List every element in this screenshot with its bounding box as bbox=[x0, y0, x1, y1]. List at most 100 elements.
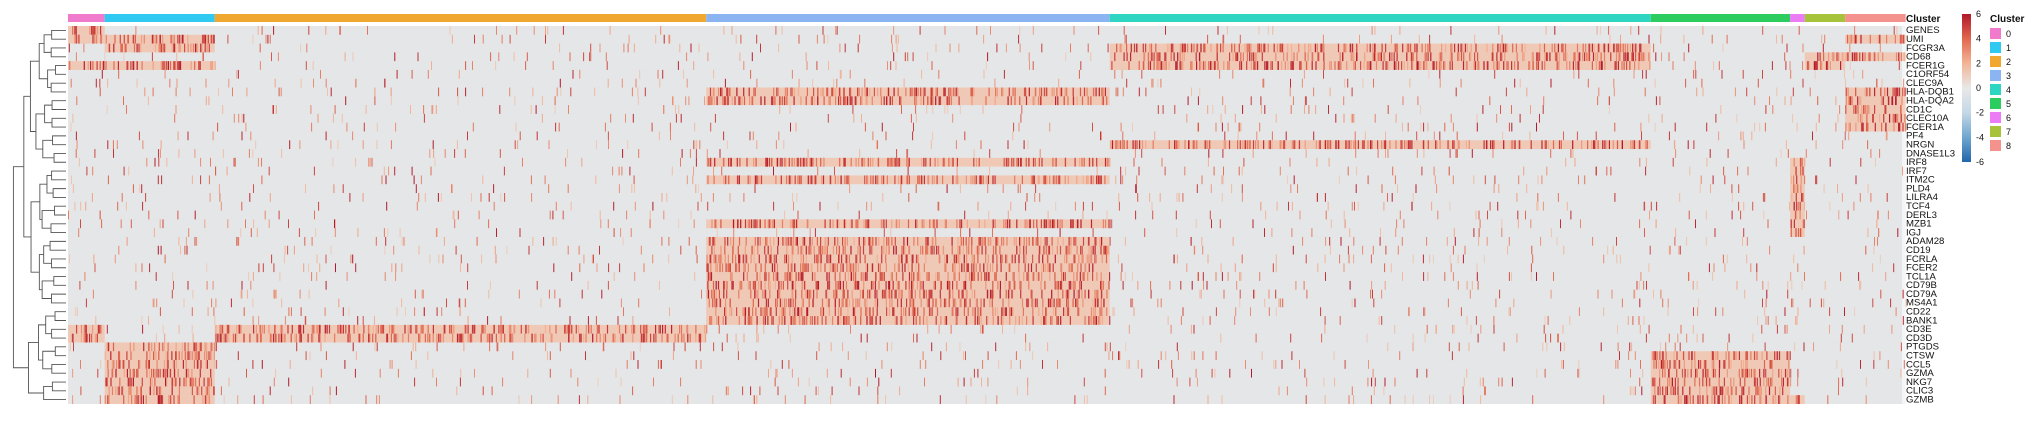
cell-mark bbox=[1094, 307, 1096, 317]
cell-mark bbox=[1092, 122, 1093, 132]
cell-mark bbox=[824, 245, 826, 255]
cell-mark bbox=[72, 26, 74, 35]
cell-mark bbox=[1116, 140, 1118, 150]
cell-mark bbox=[1351, 87, 1353, 97]
cell-mark bbox=[1354, 140, 1357, 150]
cell-mark bbox=[1900, 105, 1902, 114]
cell-mark bbox=[860, 272, 862, 281]
cell-mark bbox=[1342, 52, 1344, 62]
cell-block-CLEC9A-c8 bbox=[1845, 78, 1906, 88]
cell-mark bbox=[1057, 280, 1059, 290]
cell-mark bbox=[907, 166, 909, 176]
cell-mark bbox=[633, 43, 635, 53]
cell-mark bbox=[1604, 43, 1606, 53]
cell-mark bbox=[1457, 52, 1459, 62]
cell-mark bbox=[913, 298, 915, 308]
cell-mark bbox=[1795, 228, 1797, 237]
cell-mark bbox=[1067, 298, 1069, 308]
cell-mark bbox=[208, 175, 210, 185]
cell-mark bbox=[1123, 140, 1125, 150]
cell-block-CD79B-c6 bbox=[1790, 280, 1805, 290]
cell-mark bbox=[843, 289, 845, 299]
cell-mark bbox=[1017, 157, 1019, 167]
cell-mark bbox=[956, 219, 958, 229]
cell-mark bbox=[891, 219, 893, 229]
cell-mark bbox=[750, 69, 752, 79]
cell-mark bbox=[101, 69, 103, 79]
cell-mark bbox=[130, 61, 132, 70]
cell-mark bbox=[1147, 61, 1150, 70]
cell-mark bbox=[176, 78, 178, 88]
cell-mark bbox=[1196, 61, 1198, 70]
cell-mark bbox=[78, 34, 80, 44]
cell-mark bbox=[1845, 78, 1847, 88]
cell-mark bbox=[844, 157, 846, 167]
cell-block-HLA-DQA2-c3 bbox=[706, 96, 1110, 106]
cell-mark bbox=[1124, 272, 1126, 281]
cell-mark bbox=[1848, 122, 1850, 132]
cell-mark bbox=[883, 228, 885, 237]
cell-mark bbox=[963, 307, 965, 317]
cell-block-CLEC9A-c6 bbox=[1790, 78, 1805, 88]
cell-mark bbox=[1106, 245, 1108, 255]
cell-mark bbox=[908, 245, 911, 255]
cell-block-FCER1G-c6 bbox=[1790, 61, 1805, 70]
cell-mark bbox=[1563, 245, 1565, 255]
cell-mark bbox=[790, 298, 792, 308]
cell-mark bbox=[1106, 307, 1108, 317]
cell-mark bbox=[1685, 78, 1687, 88]
cell-mark bbox=[1354, 201, 1355, 211]
cell-mark bbox=[879, 272, 881, 281]
cell-mark bbox=[1860, 280, 1862, 290]
cell-mark bbox=[1518, 140, 1520, 150]
cell-mark bbox=[1018, 263, 1020, 273]
cell-block-ADAM28-c8 bbox=[1845, 236, 1906, 246]
cell-mark bbox=[773, 166, 774, 176]
cell-block-CD19-c0 bbox=[68, 245, 105, 255]
cell-mark bbox=[1151, 201, 1153, 211]
cell-mark bbox=[1184, 43, 1186, 53]
cell-mark bbox=[117, 201, 119, 211]
cell-mark bbox=[1072, 96, 1075, 106]
dendrogram-link bbox=[41, 210, 55, 229]
cell-mark bbox=[1648, 34, 1650, 44]
cell-mark bbox=[828, 254, 830, 264]
cell-mark bbox=[1582, 52, 1584, 62]
cell-mark bbox=[965, 236, 967, 246]
cell-mark bbox=[311, 236, 313, 246]
cell-mark bbox=[918, 236, 920, 246]
cell-mark bbox=[975, 245, 978, 255]
cell-mark bbox=[1803, 201, 1806, 211]
cell-mark bbox=[1350, 113, 1352, 123]
cell-mark bbox=[951, 236, 953, 246]
cell-mark bbox=[1800, 184, 1802, 194]
cell-mark bbox=[1536, 272, 1537, 281]
cell-mark bbox=[1427, 52, 1429, 62]
cell-block-CLEC10A-c3 bbox=[706, 113, 1110, 123]
cell-mark bbox=[927, 245, 929, 255]
cell-mark bbox=[897, 280, 899, 290]
cell-block-CD22-c4 bbox=[1109, 307, 1651, 317]
cell-mark bbox=[411, 166, 413, 176]
cell-mark bbox=[1479, 219, 1481, 229]
cell-mark bbox=[494, 245, 496, 255]
cell-mark bbox=[815, 157, 818, 167]
cell-mark bbox=[960, 236, 962, 246]
cell-block-CLEC10A-c0 bbox=[68, 113, 105, 123]
cell-mark bbox=[1264, 298, 1266, 308]
cell-mark bbox=[94, 34, 96, 44]
cell-mark bbox=[1066, 254, 1068, 264]
cell-mark bbox=[1655, 219, 1656, 229]
cell-mark bbox=[1090, 175, 1092, 185]
cell-mark bbox=[1072, 87, 1074, 97]
cell-mark bbox=[1478, 228, 1480, 237]
cell-mark bbox=[1564, 52, 1567, 62]
cell-mark bbox=[1133, 43, 1136, 53]
cell-mark bbox=[385, 175, 387, 185]
cell-mark bbox=[127, 34, 129, 44]
cell-mark bbox=[992, 219, 994, 229]
cell-mark bbox=[982, 105, 984, 114]
cell-mark bbox=[1108, 280, 1110, 290]
dendrogram-link bbox=[51, 100, 66, 110]
cell-mark bbox=[1144, 52, 1146, 62]
